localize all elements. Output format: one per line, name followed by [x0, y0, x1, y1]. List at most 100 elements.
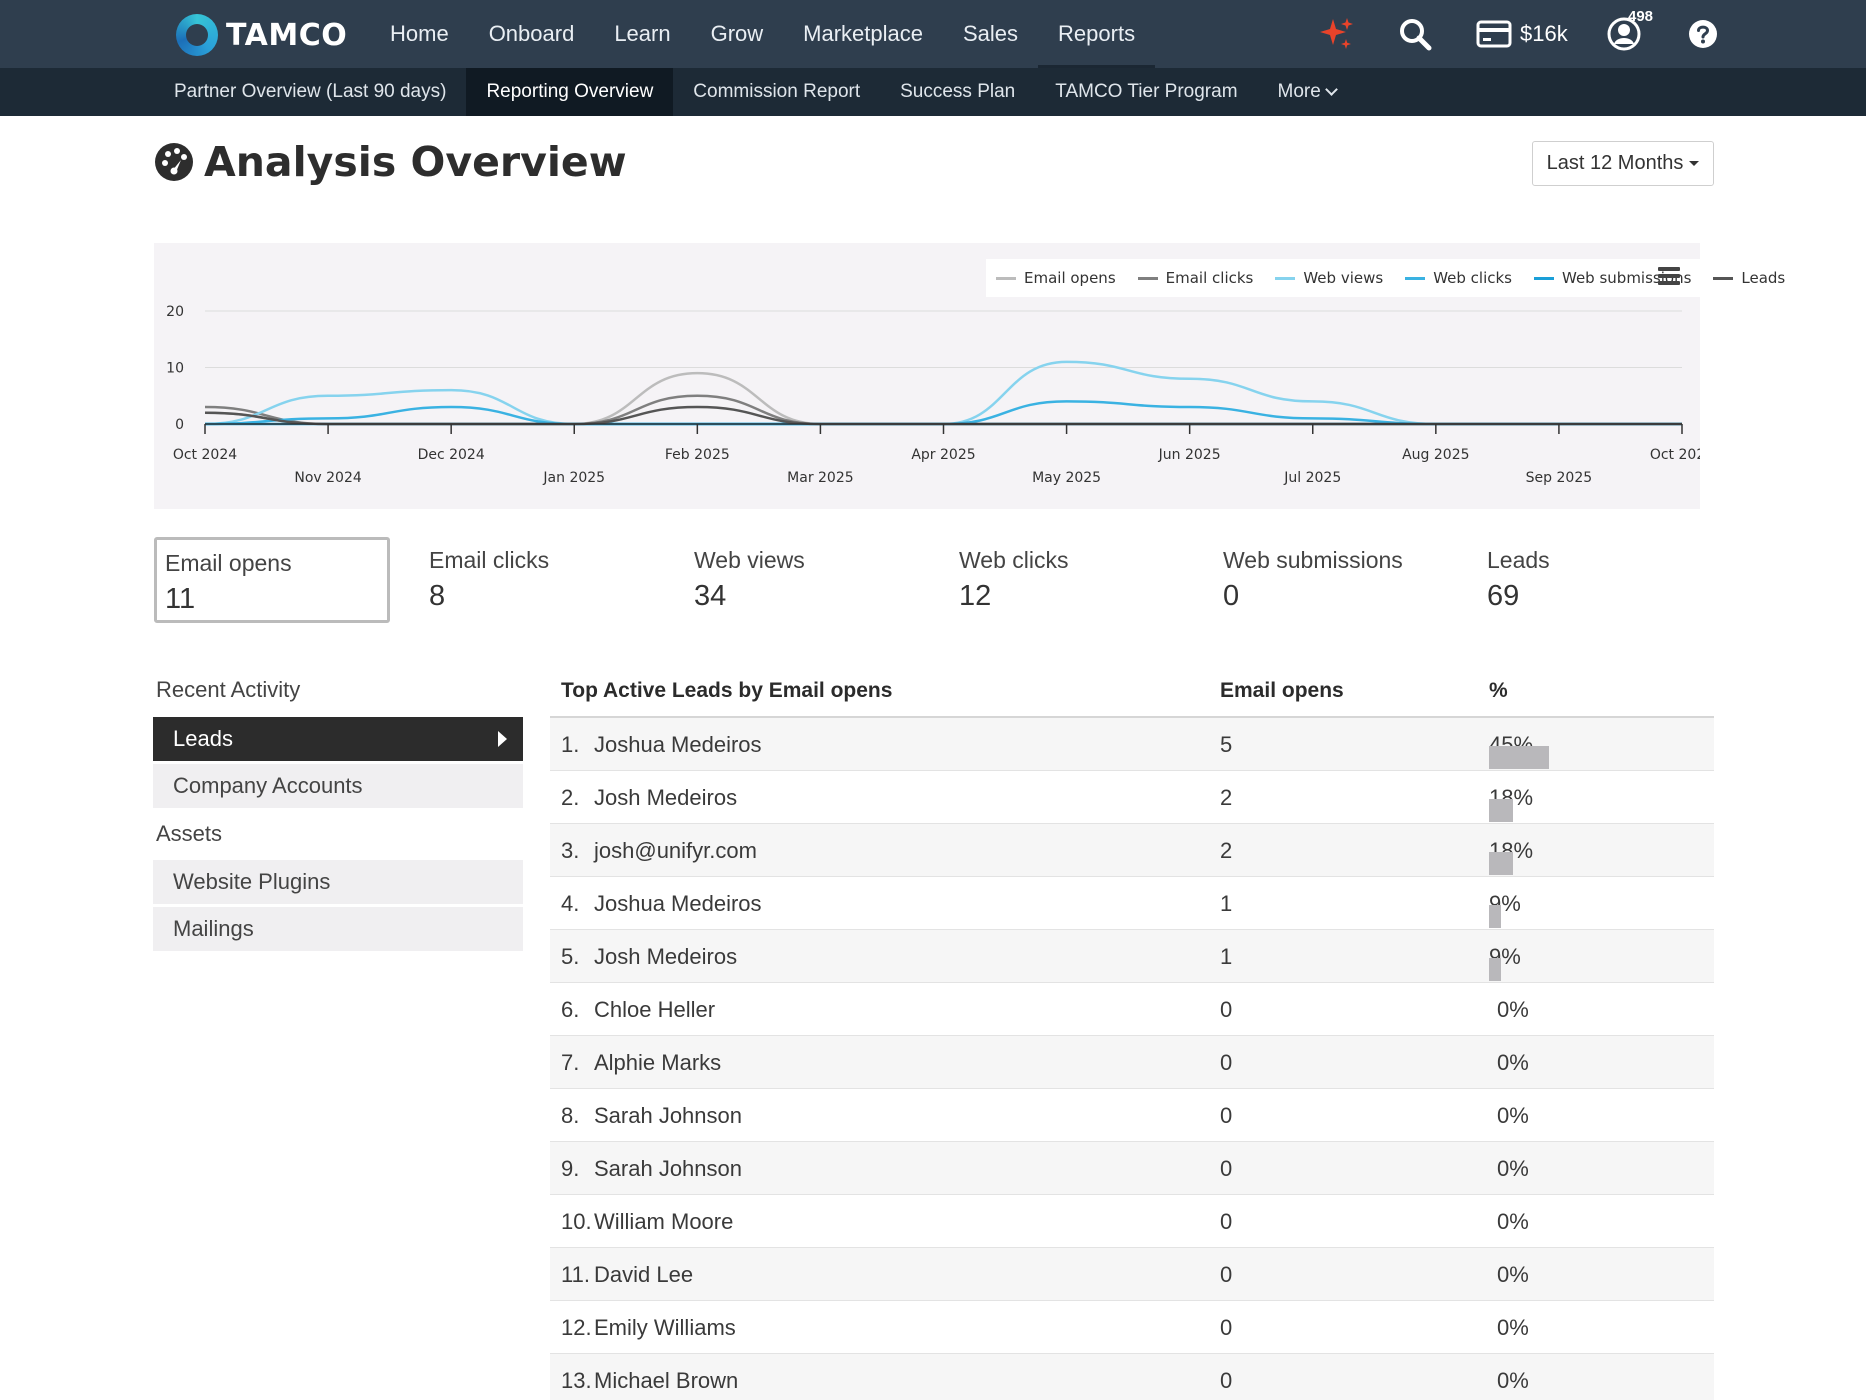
lead-name[interactable]: Sarah Johnson	[594, 1156, 742, 1181]
lead-name[interactable]: Sarah Johnson	[594, 1103, 742, 1128]
nav-item-home[interactable]: Home	[390, 21, 449, 46]
legend-item-web-clicks[interactable]: Web clicks	[1405, 269, 1512, 287]
table-row[interactable]: 8. Sarah Johnson 0 0%	[550, 1089, 1714, 1142]
column-header-percent[interactable]: %	[1489, 679, 1508, 702]
credits-button[interactable]: $16k	[1476, 14, 1568, 54]
notification-badge: 498	[1628, 8, 1654, 25]
row-rank: 4.	[561, 891, 580, 916]
row-rank: 11.	[561, 1262, 590, 1287]
date-range-value: Last 12 Months	[1546, 152, 1684, 174]
percent-cell: 18%	[1489, 785, 1533, 822]
email-opens-value: 2	[1220, 838, 1233, 863]
sidebar-item-mailings[interactable]: Mailings	[153, 907, 523, 951]
series-line-web-clicks	[204, 400, 1682, 426]
percent-cell: 0%	[1497, 1050, 1529, 1076]
sidebar-item-label: Leads	[173, 726, 233, 751]
main-nav: Home Onboard Learn Grow Marketplace Sales Repo…	[370, 0, 1156, 68]
sidebar-item-leads[interactable]: Leads	[153, 717, 523, 761]
table-row[interactable]: 7. Alphie Marks 0 0%	[550, 1036, 1714, 1089]
subnav-item-more[interactable]: More	[1258, 68, 1356, 116]
help-icon[interactable]	[1688, 14, 1718, 54]
top-navbar: TAMCO Home Onboard Learn Grow Marketplace Sal…	[0, 0, 1866, 68]
sidebar-item-website-plugins[interactable]: Website Plugins	[153, 860, 523, 904]
sparkle-icon[interactable]	[1318, 14, 1356, 54]
brand-logo[interactable]: TAMCO	[176, 14, 347, 56]
lead-name[interactable]: Chloe Heller	[594, 997, 716, 1022]
row-rank: 8.	[561, 1103, 580, 1128]
table-row[interactable]: 2. Josh Medeiros 2 18%	[550, 771, 1714, 824]
subnav-item-partner-overview-last-90-days[interactable]: Partner Overview (Last 90 days)	[154, 68, 466, 116]
x-tick-label: Nov 2024	[294, 470, 361, 486]
legend-swatch	[1405, 276, 1426, 280]
table-row[interactable]: 6. Chloe Heller 0 0%	[550, 983, 1714, 1036]
date-range-dropdown[interactable]: Last 12 Months	[1532, 141, 1714, 186]
lead-name[interactable]: josh@unifyr.com	[594, 838, 757, 863]
table-row[interactable]: 1. Joshua Medeiros 5 45%	[550, 718, 1714, 771]
table-body: 1. Joshua Medeiros 5 45% 2. Josh Medeiros 2 18%…	[550, 718, 1714, 1400]
nav-item-marketplace[interactable]: Marketplace	[803, 21, 923, 46]
legend-swatch	[1275, 276, 1296, 280]
nav-item-learn[interactable]: Learn	[614, 21, 671, 46]
stat-value: 69	[1487, 580, 1520, 612]
subnav-item-commission-report[interactable]: Commission Report	[673, 68, 880, 116]
subnav-item-reporting-overview[interactable]: Reporting Overview	[466, 68, 674, 116]
percent-value: 0%	[1497, 1103, 1529, 1128]
summary-stats: Email opens 11 Email clicks 8 Web views 34 Web…	[154, 537, 1714, 625]
stat-web-clicks[interactable]: Web clicks 12	[948, 537, 1188, 623]
x-tick-label: Oct 2025	[1650, 447, 1700, 463]
lead-name[interactable]: Alphie Marks	[594, 1050, 722, 1075]
series-line-web-views	[204, 360, 1682, 426]
lead-name[interactable]: Joshua Medeiros	[594, 891, 762, 916]
stat-email-opens[interactable]: Email opens 11	[154, 537, 390, 623]
lead-name[interactable]: Josh Medeiros	[594, 944, 738, 969]
stat-label: Email opens	[165, 550, 292, 576]
series-line-email-opens	[204, 371, 1682, 426]
lead-name[interactable]: Michael Brown	[594, 1368, 739, 1393]
legend-item-email-clicks[interactable]: Email clicks	[1137, 269, 1253, 287]
table-row[interactable]: 3. josh@unifyr.com 2 18%	[550, 824, 1714, 877]
chart-menu-icon[interactable]	[1658, 267, 1680, 288]
stat-web-views[interactable]: Web views 34	[683, 537, 923, 623]
nav-item-sales[interactable]: Sales	[963, 21, 1019, 46]
column-header-email-opens[interactable]: Email opens	[1220, 679, 1344, 702]
chart-canvas: 0 10 20 Oct 2024 Nov 2024 Dec 2024 Jan 2025 Feb…	[166, 304, 1700, 486]
stat-web-submissions[interactable]: Web submissions 0	[1212, 537, 1452, 623]
user-icon[interactable]	[1606, 14, 1642, 54]
column-header-lead[interactable]: Top Active Leads by Email opens	[561, 679, 893, 702]
subnav-item-success-plan[interactable]: Success Plan	[880, 68, 1035, 116]
assets-heading: Assets	[156, 821, 223, 846]
sidebar-item-company-accounts[interactable]: Company Accounts	[153, 764, 523, 808]
dashboard-icon	[155, 143, 193, 181]
lead-name[interactable]: David Lee	[594, 1262, 694, 1287]
legend-item-web-views[interactable]: Web views	[1275, 269, 1383, 287]
search-icon[interactable]	[1398, 14, 1432, 54]
table-row[interactable]: 10. William Moore 0 0%	[550, 1195, 1714, 1248]
percent-cell: 0%	[1497, 1156, 1529, 1182]
legend-item-leads[interactable]: Leads	[1713, 269, 1785, 287]
table-row[interactable]: 11. David Lee 0 0%	[550, 1248, 1714, 1301]
nav-item-grow[interactable]: Grow	[710, 21, 764, 46]
legend-item-email-opens[interactable]: Email opens	[996, 269, 1116, 287]
email-opens-value: 5	[1220, 732, 1233, 757]
lead-name[interactable]: Joshua Medeiros	[594, 732, 762, 757]
lead-name[interactable]: William Moore	[594, 1209, 734, 1234]
legend-swatch	[1534, 276, 1554, 280]
nav-item-reports[interactable]: Reports	[1038, 0, 1156, 68]
stat-email-clicks[interactable]: Email clicks 8	[418, 537, 658, 623]
stat-leads[interactable]: Leads 69	[1476, 537, 1716, 623]
table-row[interactable]: 5. Josh Medeiros 1 9%	[550, 930, 1714, 983]
x-tick-label: Jun 2025	[1158, 447, 1221, 463]
table-row[interactable]: 9. Sarah Johnson 0 0%	[550, 1142, 1714, 1195]
table-row[interactable]: 12. Emily Williams 0 0%	[550, 1301, 1714, 1354]
percent-cell: 0%	[1497, 1103, 1529, 1129]
x-tick-label: Mar 2025	[787, 470, 854, 486]
subnav-item-tamco-tier-program[interactable]: TAMCO Tier Program	[1035, 68, 1257, 116]
nav-item-onboard[interactable]: Onboard	[488, 21, 575, 46]
email-opens-value: 0	[1220, 1262, 1233, 1287]
lead-name[interactable]: Josh Medeiros	[594, 785, 738, 810]
table-row[interactable]: 13. Michael Brown 0 0%	[550, 1354, 1714, 1400]
legend-swatch	[1137, 276, 1158, 280]
percent-value: 0%	[1497, 1156, 1529, 1181]
table-row[interactable]: 4. Joshua Medeiros 1 9%	[550, 877, 1714, 930]
lead-name[interactable]: Emily Williams	[594, 1315, 736, 1340]
